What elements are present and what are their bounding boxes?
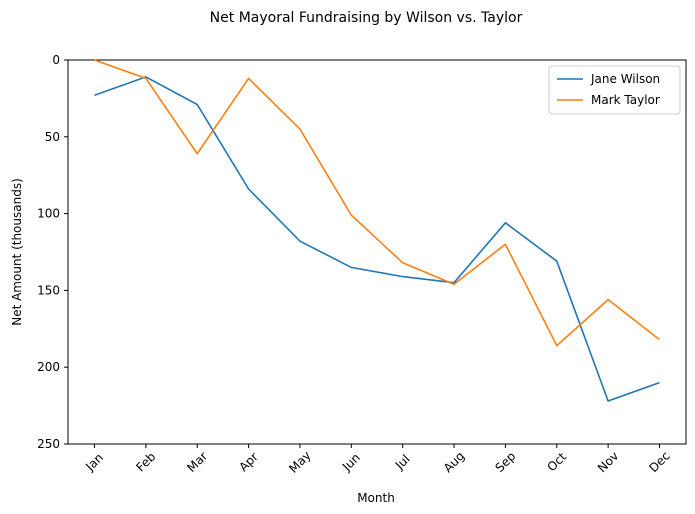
- x-tick-label: Sep: [492, 449, 518, 475]
- y-tick-label: 250: [37, 437, 60, 451]
- x-tick-label: Jun: [339, 450, 363, 474]
- y-tick-label: 0: [52, 53, 60, 67]
- x-axis-label: Month: [357, 491, 395, 505]
- legend-box: [548, 65, 681, 115]
- legend-label: Jane Wilson: [590, 72, 660, 86]
- series-layer: [94, 59, 660, 402]
- y-tick-label: 100: [37, 207, 60, 221]
- plot-frame: [67, 59, 687, 445]
- legend-label: Mark Taylor: [591, 93, 660, 107]
- chart-title: Net Mayoral Fundraising by Wilson vs. Ta…: [210, 10, 523, 26]
- x-tick-label: Oct: [544, 450, 569, 475]
- x-tick-label: Mar: [184, 449, 210, 475]
- series-line-1: [94, 76, 660, 402]
- y-tick-label: 50: [45, 130, 60, 144]
- plot-area: [67, 59, 687, 445]
- x-tick-label: Nov: [595, 449, 621, 475]
- x-tick-label: Apr: [236, 450, 261, 475]
- x-tick-label: Jan: [82, 451, 106, 475]
- x-tick-label: Jul: [392, 452, 413, 473]
- y-axis-label: Net Amount (thousands): [10, 178, 24, 326]
- legend: Jane Wilson Mark Taylor: [548, 65, 681, 115]
- x-tick-label: May: [286, 448, 313, 475]
- x-tick-label: Dec: [646, 449, 672, 475]
- y-tick-label: 200: [37, 360, 60, 374]
- axes: 0 50 100 150 200 250 Jan Feb Mar Apr May Jun Jul Aug S…: [37, 53, 673, 476]
- x-tick-label: Aug: [441, 449, 467, 475]
- x-tick-label: Feb: [133, 450, 158, 475]
- series-line-2: [94, 59, 660, 347]
- y-tick-label: 150: [37, 283, 60, 297]
